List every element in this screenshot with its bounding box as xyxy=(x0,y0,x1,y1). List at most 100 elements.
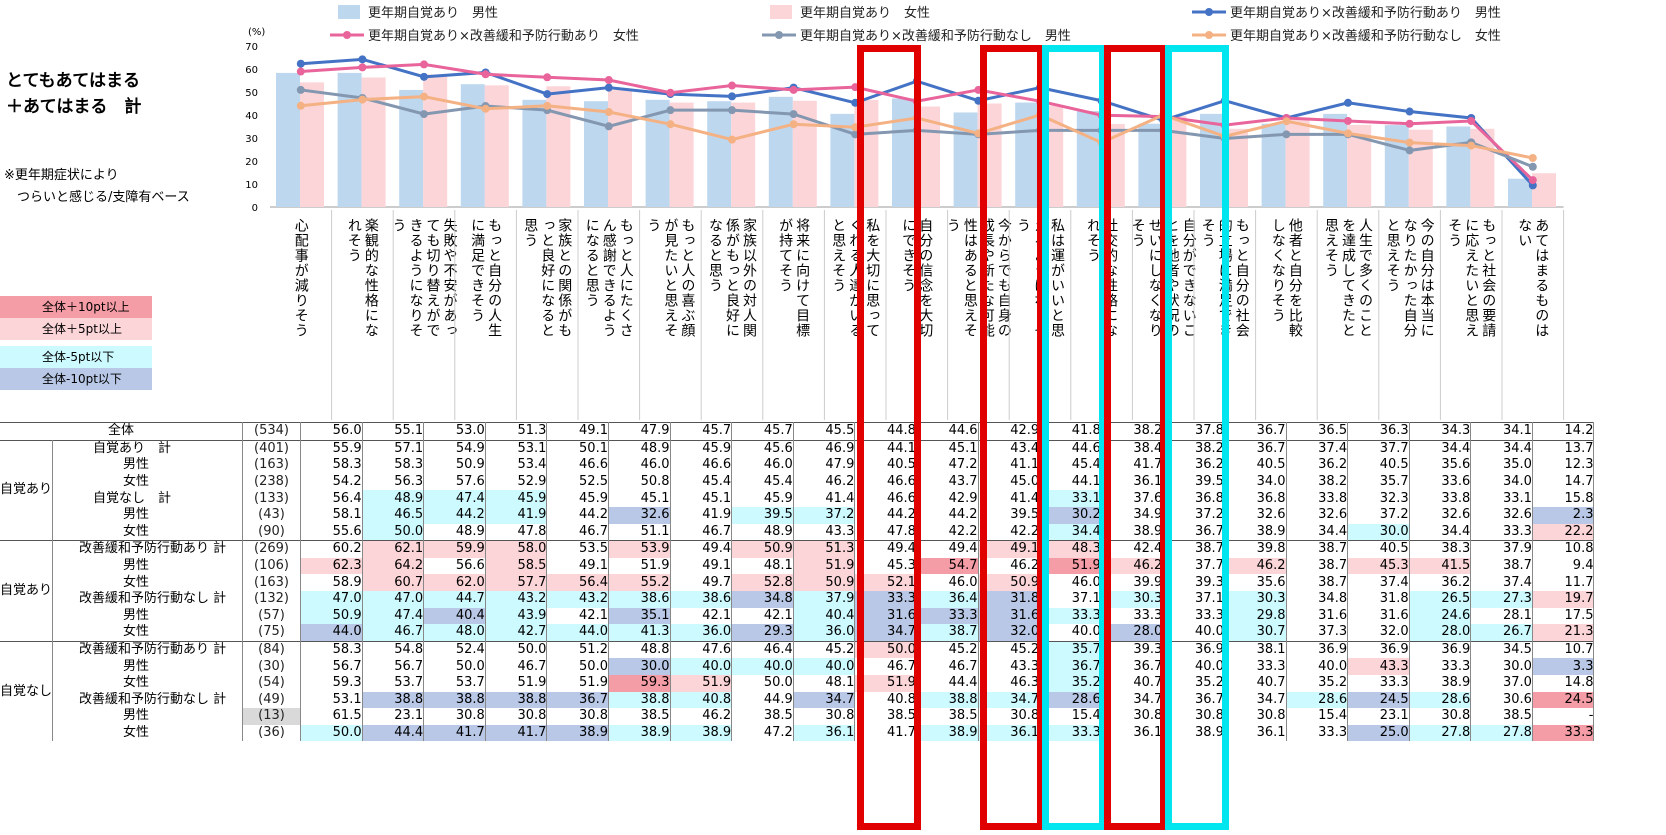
value-cell: 49.1 xyxy=(670,557,733,575)
row-label: 男性 xyxy=(52,457,244,474)
value-cell: 31.6 xyxy=(978,607,1041,625)
value-cell: 13.7 xyxy=(1532,439,1595,458)
value-cell: 56.3 xyxy=(362,473,425,491)
value-cell: 47.9 xyxy=(608,422,671,441)
y-tick-label: 50 xyxy=(245,88,258,99)
value-cell: 41.5 xyxy=(1409,557,1472,575)
value-cell: 45.2 xyxy=(793,640,856,659)
line-point xyxy=(1405,119,1414,128)
line-point xyxy=(912,97,921,106)
value-cell: 43.3 xyxy=(793,523,856,541)
value-cell: 36.3 xyxy=(1347,422,1410,441)
table-row: 女性 (238) 54.2 56.3 57.6 52.9 52.5 50.8 45.4 45.4 4… xyxy=(0,473,1595,491)
category-label: う xyxy=(645,218,661,233)
category-label: 思う xyxy=(522,218,538,248)
bar xyxy=(1015,102,1040,207)
value-cell: 53.4 xyxy=(485,457,548,474)
value-cell: 35.7 xyxy=(1347,473,1410,491)
value-cell: 45.9 xyxy=(485,490,548,507)
value-cell: 45.7 xyxy=(670,422,733,441)
sample-size: (401) xyxy=(242,439,302,458)
value-cell: 26.7 xyxy=(1470,624,1533,642)
line-point xyxy=(1220,121,1229,130)
value-cell: 48.9 xyxy=(608,439,671,458)
value-cell: 34.7 xyxy=(1101,691,1164,709)
value-cell: 43.2 xyxy=(485,590,548,608)
value-cell: 55.2 xyxy=(608,574,671,591)
value-cell: 33.3 xyxy=(854,590,917,608)
value-cell: 29.3 xyxy=(731,624,794,642)
value-cell: 46.7 xyxy=(485,658,548,675)
line-point xyxy=(1405,146,1414,155)
value-cell: 47.2 xyxy=(916,457,979,474)
value-cell: 26.5 xyxy=(1409,590,1472,608)
category-label: と思えそう xyxy=(830,218,846,293)
legend-plus10: 全体＋10pt以上 xyxy=(0,296,152,318)
value-cell: 36.5 xyxy=(1286,422,1349,441)
value-cell: 60.2 xyxy=(300,540,363,558)
value-cell: 36.1 xyxy=(1224,724,1287,742)
sample-size: (54) xyxy=(242,674,302,692)
value-cell: 41.7 xyxy=(423,724,486,742)
value-cell: 58.0 xyxy=(485,540,548,558)
legend-minus5-label: 全体-5pt以下 xyxy=(42,350,115,364)
value-cell: 37.9 xyxy=(1470,540,1533,558)
value-cell: 46.6 xyxy=(854,473,917,491)
value-cell: 44.0 xyxy=(300,624,363,642)
sample-size: (534) xyxy=(242,422,302,441)
value-cell: 45.1 xyxy=(670,490,733,507)
value-cell: 52.5 xyxy=(546,473,609,491)
value-cell: 44.4 xyxy=(362,724,425,742)
value-cell: 45.9 xyxy=(731,490,794,507)
line-point xyxy=(1344,116,1352,125)
value-cell: 48.1 xyxy=(731,557,794,575)
value-cell: 38.8 xyxy=(608,691,671,709)
value-cell: 37.4 xyxy=(1286,439,1349,458)
category-label: に満足できそう xyxy=(469,218,485,323)
value-cell: 46.2 xyxy=(1101,557,1164,575)
value-cell: 30.8 xyxy=(1162,708,1225,725)
table-row: 全体 (534) 56.0 55.1 53.0 51.3 49.1 47.9 45.7 45.7 4… xyxy=(0,422,1595,441)
value-cell: 55.9 xyxy=(300,439,363,458)
line-point xyxy=(1036,83,1044,92)
value-cell: 45.6 xyxy=(731,439,794,458)
line-point xyxy=(728,81,736,90)
category-label: あてはまるものは xyxy=(1533,218,1549,338)
value-cell: 48.0 xyxy=(423,624,486,642)
value-cell: 42.9 xyxy=(916,490,979,507)
sample-size: (84) xyxy=(242,640,302,659)
value-cell: 41.3 xyxy=(608,624,671,642)
line-point xyxy=(851,98,860,107)
value-cell: 27.8 xyxy=(1470,724,1533,742)
value-cell: 60.7 xyxy=(362,574,425,591)
sample-size: (43) xyxy=(242,506,302,524)
value-cell: 28.6 xyxy=(1039,691,1102,709)
value-cell: 53.7 xyxy=(423,674,486,692)
value-cell: 38.8 xyxy=(362,691,425,709)
value-cell: 37.1 xyxy=(1162,590,1225,608)
bar xyxy=(1076,111,1101,207)
value-cell: 41.4 xyxy=(793,490,856,507)
value-cell: 58.1 xyxy=(300,506,363,524)
legend-minus10-swatch xyxy=(0,368,152,390)
value-cell: 47.4 xyxy=(423,490,486,507)
value-cell: 62.3 xyxy=(300,557,363,575)
value-cell: 50.1 xyxy=(546,439,609,458)
value-cell: 31.6 xyxy=(1286,607,1349,625)
value-cell: 40.0 xyxy=(1039,624,1102,642)
value-cell: 48.9 xyxy=(731,523,794,541)
legend-minus10: 全体-10pt以下 xyxy=(0,368,152,390)
bar xyxy=(645,99,670,207)
value-cell: 44.4 xyxy=(916,674,979,692)
value-cell: 45.4 xyxy=(1039,457,1102,474)
value-cell: 46.7 xyxy=(546,523,609,541)
value-cell: 36.1 xyxy=(793,724,856,742)
value-cell: 39.3 xyxy=(1101,640,1164,659)
value-cell: 34.0 xyxy=(1470,473,1533,491)
value-cell: 53.1 xyxy=(485,439,548,458)
line-point xyxy=(420,92,428,101)
y-tick-label: 10 xyxy=(245,180,258,191)
value-cell: 39.3 xyxy=(1162,574,1225,591)
value-cell: 36.2 xyxy=(1162,457,1225,474)
category-label: 私を大切に思って xyxy=(864,218,880,338)
